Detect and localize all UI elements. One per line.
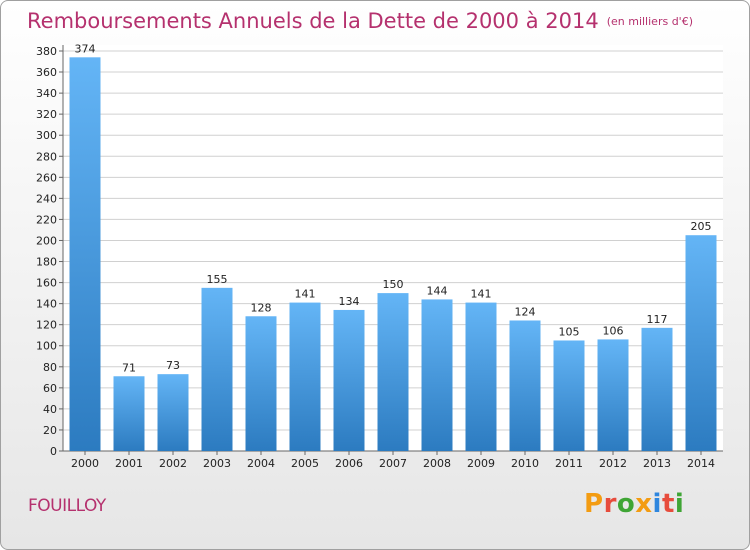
logo-letter: x	[635, 489, 653, 519]
x-tick-label: 2006	[335, 457, 363, 470]
bar-value-label: 374	[75, 42, 96, 55]
bar	[69, 57, 101, 451]
y-tick-label: 340	[36, 87, 57, 100]
y-tick-label: 120	[36, 319, 57, 332]
y-tick-label: 60	[43, 382, 57, 395]
bar-value-label: 124	[515, 305, 536, 318]
x-tick-label: 2011	[555, 457, 583, 470]
bar-value-label: 155	[207, 273, 228, 286]
y-tick-label: 240	[36, 192, 57, 205]
logo-letter: P	[584, 489, 604, 519]
bar-value-label: 150	[383, 278, 404, 291]
bar-value-label: 128	[251, 301, 272, 314]
bar	[553, 340, 585, 451]
proxiti-logo: Proxiti	[584, 489, 684, 519]
bar-value-label: 144	[427, 284, 448, 297]
y-tick-label: 280	[36, 150, 57, 163]
commune-name: FOUILLOY	[28, 496, 106, 516]
logo-letter: r	[603, 489, 617, 519]
logo-letter: i	[652, 489, 662, 519]
bar	[157, 374, 189, 451]
y-tick-label: 260	[36, 171, 57, 184]
bar	[597, 339, 629, 451]
logo-letter: o	[616, 489, 636, 519]
y-tick-label: 360	[36, 66, 57, 79]
bar-value-label: 71	[122, 361, 136, 374]
y-tick-label: 220	[36, 213, 57, 226]
bar	[509, 320, 541, 451]
y-tick-label: 320	[36, 108, 57, 121]
bar	[245, 316, 277, 451]
logo-letter: t	[661, 489, 675, 519]
x-tick-label: 2012	[599, 457, 627, 470]
bar	[201, 287, 233, 451]
y-tick-label: 180	[36, 256, 57, 269]
bar	[289, 302, 321, 451]
y-tick-label: 200	[36, 234, 57, 247]
bar-value-label: 105	[559, 325, 580, 338]
x-tick-label: 2007	[379, 457, 407, 470]
bar	[333, 309, 365, 451]
y-tick-label: 160	[36, 277, 57, 290]
x-tick-label: 2010	[511, 457, 539, 470]
chart-title: Remboursements Annuels de la Dette de 20…	[27, 9, 693, 33]
chart-title-unit: (en milliers d'€)	[606, 15, 693, 28]
x-tick-label: 2001	[115, 457, 143, 470]
y-tick-label: 380	[36, 45, 57, 58]
logo-letter: i	[674, 489, 685, 519]
bar-value-label: 205	[691, 220, 712, 233]
bar	[641, 327, 673, 451]
x-tick-label: 2002	[159, 457, 187, 470]
x-tick-label: 2000	[71, 457, 99, 470]
x-tick-label: 2014	[687, 457, 715, 470]
chart-title-text: Remboursements Annuels de la Dette de 20…	[27, 9, 599, 33]
y-tick-label: 100	[36, 340, 57, 353]
x-tick-label: 2004	[247, 457, 275, 470]
bar-value-label: 141	[295, 288, 316, 301]
y-tick-label: 0	[50, 445, 57, 458]
y-tick-label: 40	[43, 403, 57, 416]
bar-value-label: 117	[647, 313, 668, 326]
bar	[377, 293, 409, 451]
bar	[685, 235, 717, 451]
y-tick-label: 80	[43, 361, 57, 374]
y-tick-label: 300	[36, 129, 57, 142]
bar	[421, 299, 453, 451]
x-tick-label: 2008	[423, 457, 451, 470]
y-tick-label: 140	[36, 298, 57, 311]
bar-value-label: 134	[339, 295, 360, 308]
bar	[113, 376, 145, 451]
x-tick-label: 2013	[643, 457, 671, 470]
bar-value-label: 106	[603, 324, 624, 337]
bar	[465, 302, 497, 451]
y-tick-label: 20	[43, 424, 57, 437]
bar-value-label: 141	[471, 288, 492, 301]
bar-value-label: 73	[166, 359, 180, 372]
x-tick-label: 2009	[467, 457, 495, 470]
x-tick-label: 2005	[291, 457, 319, 470]
x-tick-label: 2003	[203, 457, 231, 470]
